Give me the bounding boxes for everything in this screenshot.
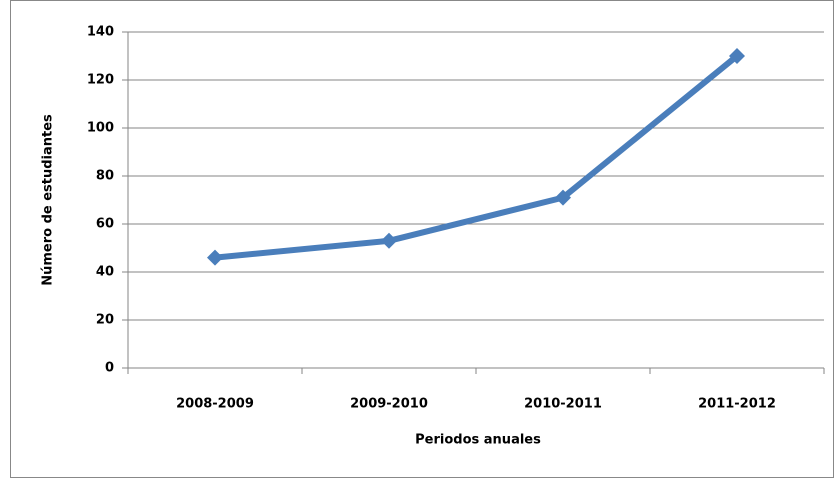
x-tick-label: 2010-2011 <box>524 397 602 412</box>
y-tick-label: 100 <box>87 121 114 136</box>
y-axis-label: Número de estudiantes <box>41 114 56 286</box>
y-tick-label: 20 <box>96 313 114 328</box>
y-tick-label: 120 <box>87 73 114 88</box>
x-tick-label: 2009-2010 <box>350 397 428 412</box>
x-tick-label: 2008-2009 <box>176 397 254 412</box>
y-tick-label: 140 <box>87 25 114 40</box>
y-tick-label: 80 <box>96 169 114 184</box>
x-axis-label: Periodos anuales <box>415 433 541 448</box>
y-tick-label: 60 <box>96 217 114 232</box>
y-tick-label: 40 <box>96 265 114 280</box>
data-marker <box>729 48 745 64</box>
data-marker <box>381 232 397 249</box>
y-tick-label: 0 <box>105 361 114 376</box>
data-line <box>214 53 739 261</box>
data-marker <box>207 249 223 266</box>
data-marker <box>555 189 571 206</box>
x-tick-label: 2011-2012 <box>698 397 776 412</box>
